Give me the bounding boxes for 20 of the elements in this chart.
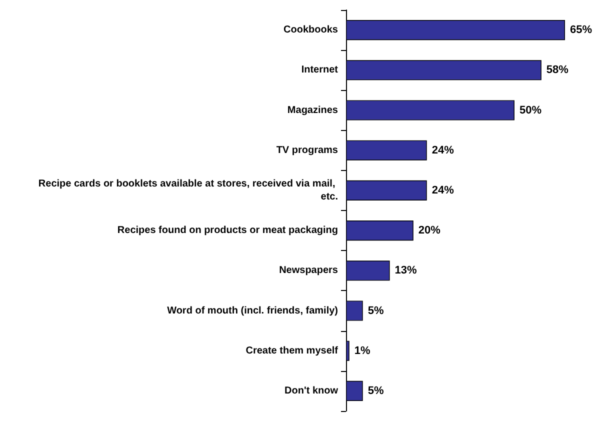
y-tick-label: Recipe cards or booklets available at stores, received via mail, etc.	[38, 178, 338, 202]
y-tick-label: Recipes found on products or meat packaging	[117, 225, 338, 236]
data-label: 50%	[519, 104, 542, 116]
data-label: 1%	[354, 344, 370, 357]
y-tick-label: Newspapers	[279, 265, 338, 276]
data-label: 58%	[546, 64, 569, 76]
y-tick-label: TV programs	[276, 144, 338, 156]
y-tick-label: Cookbooks	[284, 24, 338, 36]
y-tick-label: Internet	[301, 64, 339, 76]
data-label: 5%	[368, 304, 384, 317]
data-label: 24%	[432, 184, 454, 196]
data-label: 5%	[368, 384, 384, 397]
y-tick-label: Create them myself	[246, 345, 339, 356]
data-label: 13%	[394, 264, 418, 277]
data-label: 24%	[432, 144, 454, 156]
data-label: 65%	[570, 24, 592, 36]
data-label: 20%	[418, 224, 441, 237]
y-tick-label: Word of mouth (incl. friends, family)	[167, 305, 338, 316]
y-tick-label: Magazines	[287, 104, 338, 116]
y-tick-label: Don't know	[284, 385, 338, 396]
